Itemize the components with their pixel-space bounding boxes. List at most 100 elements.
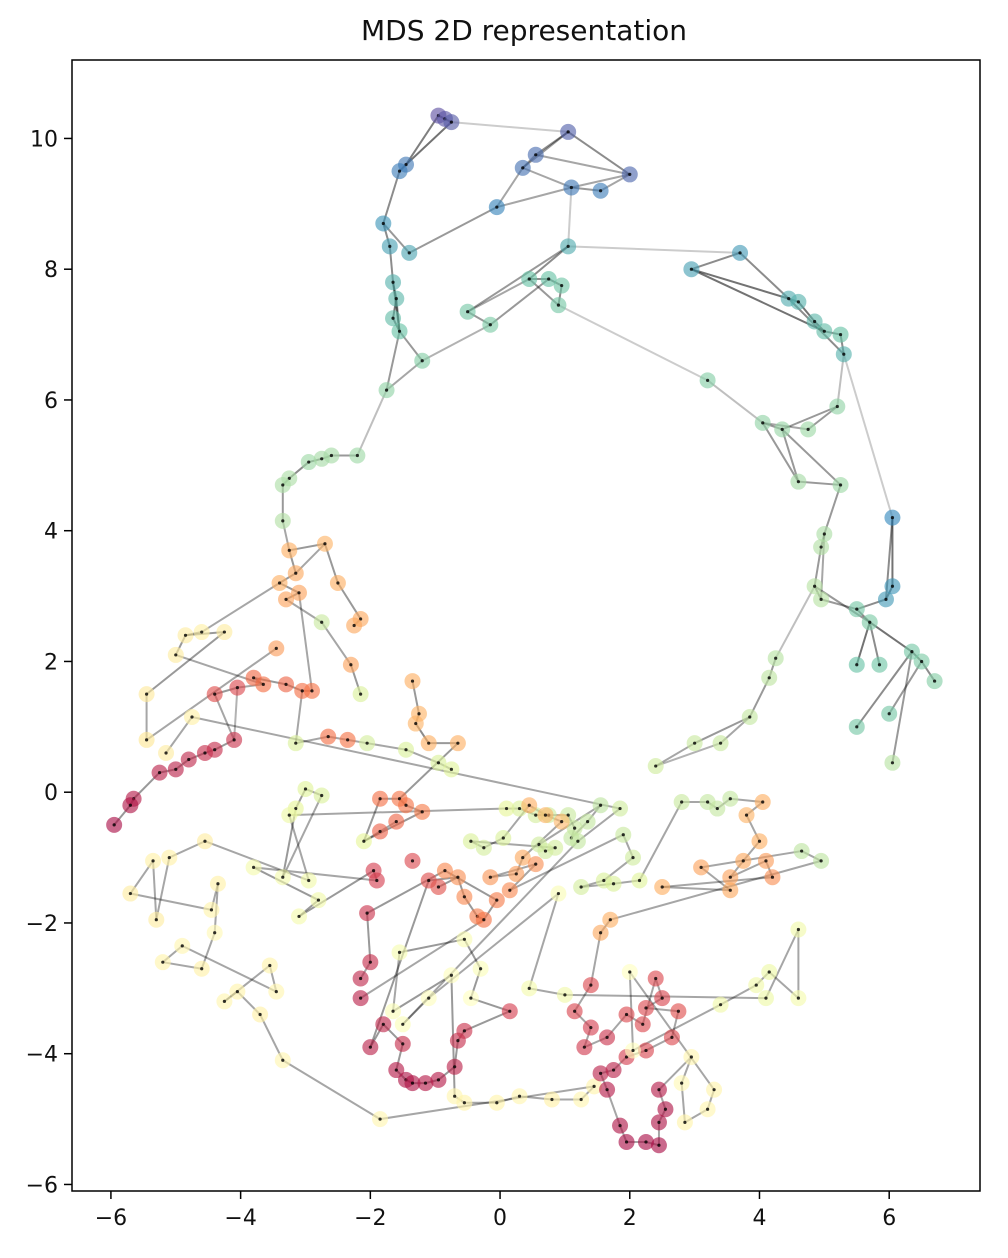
graph-edge bbox=[761, 422, 800, 483]
graph-edge bbox=[589, 932, 602, 986]
node-center-dot bbox=[391, 280, 395, 284]
node-center-dot bbox=[174, 767, 178, 771]
node-center-dot bbox=[527, 986, 531, 990]
node-center-dot bbox=[521, 855, 525, 860]
node-center-dot bbox=[624, 1140, 629, 1144]
graph-edge bbox=[298, 869, 375, 918]
node-center-dot bbox=[514, 872, 518, 876]
node-center-dot bbox=[397, 169, 402, 173]
node-center-dot bbox=[274, 990, 278, 994]
node-center-dot bbox=[287, 548, 291, 552]
node-center-dot bbox=[235, 686, 239, 690]
node-center-dot bbox=[890, 516, 895, 520]
graph-edge bbox=[259, 1014, 284, 1061]
graph-edge bbox=[233, 687, 239, 740]
node-center-dot bbox=[631, 1048, 635, 1053]
node-center-dot bbox=[641, 1022, 645, 1026]
node-center-dot bbox=[320, 457, 324, 461]
node-center-dot bbox=[274, 646, 278, 650]
node-center-dot bbox=[281, 1058, 285, 1062]
graph-edge bbox=[869, 621, 913, 653]
graph-edge bbox=[691, 268, 789, 300]
node-center-dot bbox=[469, 839, 473, 843]
node-center-dot bbox=[582, 1045, 586, 1049]
node-center-dot bbox=[378, 829, 382, 834]
node-center-dot bbox=[543, 849, 548, 853]
node-center-dot bbox=[190, 715, 194, 719]
node-center-dot bbox=[453, 1065, 457, 1069]
node-center-dot bbox=[252, 865, 256, 869]
node-center-dot bbox=[738, 251, 742, 255]
graph-edge bbox=[739, 252, 790, 300]
y-tick-label: 8 bbox=[44, 258, 58, 283]
node-center-dot bbox=[404, 803, 408, 807]
node-center-dot bbox=[378, 797, 382, 801]
graph-edge bbox=[213, 693, 236, 741]
graph-edge bbox=[694, 716, 751, 745]
node-center-dot bbox=[563, 993, 567, 997]
node-center-dot bbox=[748, 715, 752, 719]
node-center-dot bbox=[378, 1117, 382, 1121]
node-center-dot bbox=[352, 623, 356, 628]
y-tick-label: 2 bbox=[44, 650, 58, 675]
graph-edge bbox=[888, 660, 923, 715]
node-center-dot bbox=[203, 839, 207, 843]
graph-edge bbox=[289, 807, 507, 817]
node-center-dot bbox=[375, 878, 379, 883]
node-center-dot bbox=[281, 483, 285, 487]
node-center-dot bbox=[284, 682, 288, 686]
node-center-dot bbox=[362, 839, 366, 843]
node-center-dot bbox=[394, 297, 398, 301]
node-center-dot bbox=[566, 130, 570, 134]
node-center-dot bbox=[479, 967, 483, 971]
x-tick-label: −4 bbox=[224, 1206, 256, 1231]
node-center-dot bbox=[222, 999, 227, 1004]
node-center-dot bbox=[670, 1035, 674, 1039]
node-center-dot bbox=[482, 918, 486, 922]
node-center-dot bbox=[504, 806, 509, 811]
graph-edge bbox=[557, 304, 709, 382]
node-center-dot bbox=[307, 878, 311, 883]
node-center-dot bbox=[365, 741, 369, 745]
graph-edge bbox=[567, 131, 631, 176]
node-center-dot bbox=[349, 663, 353, 667]
node-center-dot bbox=[417, 712, 421, 716]
node-center-dot bbox=[203, 751, 207, 755]
node-center-dot bbox=[796, 996, 801, 1000]
node-center-dot bbox=[365, 911, 369, 915]
node-center-dot bbox=[699, 865, 703, 869]
node-center-dot bbox=[294, 806, 298, 811]
node-center-dot bbox=[449, 120, 454, 124]
x-tick-label: −2 bbox=[354, 1206, 386, 1231]
node-center-dot bbox=[167, 855, 171, 860]
node-center-dot bbox=[391, 316, 395, 320]
node-center-dot bbox=[326, 735, 330, 739]
node-center-dot bbox=[427, 878, 431, 883]
node-center-dot bbox=[381, 1022, 385, 1026]
node-center-dot bbox=[410, 1081, 415, 1085]
node-center-dot bbox=[534, 813, 538, 817]
node-center-dot bbox=[767, 676, 771, 680]
node-center-dot bbox=[281, 519, 285, 523]
node-center-dot bbox=[388, 244, 392, 248]
graph-edge bbox=[522, 131, 569, 169]
node-center-dot bbox=[822, 532, 826, 536]
node-center-dot bbox=[537, 842, 541, 847]
node-center-dot bbox=[573, 1009, 577, 1013]
graph-edge bbox=[891, 651, 913, 763]
node-center-dot bbox=[482, 846, 486, 850]
graph-edge bbox=[690, 268, 825, 333]
node-center-dot bbox=[767, 970, 771, 974]
node-center-dot bbox=[728, 888, 732, 892]
node-center-dot bbox=[608, 918, 612, 922]
node-center-dot bbox=[877, 663, 882, 667]
node-center-dot bbox=[819, 597, 823, 601]
graph-edge bbox=[379, 1085, 595, 1121]
graph-edge bbox=[130, 892, 212, 911]
node-center-dot bbox=[232, 738, 236, 742]
node-center-dot bbox=[359, 692, 363, 696]
node-center-dot bbox=[910, 650, 914, 654]
node-center-dot bbox=[258, 1012, 262, 1017]
node-center-dot bbox=[718, 1003, 723, 1007]
